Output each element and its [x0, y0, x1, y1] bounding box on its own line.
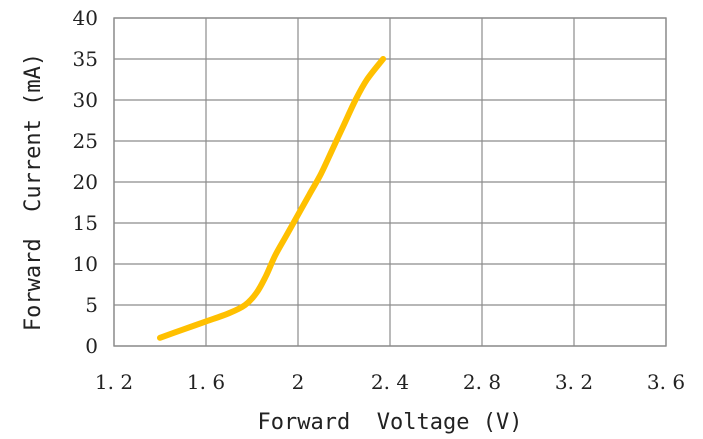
x-axis-ticks: 1. 2 1. 6 2 2. 4 2. 8 3. 2 3. 6 [95, 370, 685, 394]
x-tick-label: 3. 6 [647, 370, 685, 394]
y-tick-label: 20 [73, 170, 98, 194]
y-tick-label: 5 [85, 293, 98, 317]
y-tick-label: 10 [73, 252, 98, 276]
x-tick-label: 2. 4 [371, 370, 409, 394]
forward-current-line [157, 56, 387, 341]
y-tick-label: 40 [73, 6, 98, 30]
y-axis-ticks: 0 5 10 15 20 25 30 35 40 [73, 6, 98, 358]
plot-border [113, 17, 667, 347]
x-axis-title: Forward Voltage (V) [258, 410, 523, 435]
x-tick-label: 2 [292, 370, 305, 394]
series-layer [157, 56, 387, 341]
y-tick-label: 0 [85, 334, 98, 358]
x-tick-label: 1. 6 [187, 370, 225, 394]
y-tick-label: 35 [73, 47, 98, 71]
y-tick-label: 25 [73, 129, 98, 153]
x-tick-label: 1. 2 [95, 370, 133, 394]
y-tick-label: 30 [73, 88, 98, 112]
y-tick-label: 15 [73, 211, 98, 235]
x-tick-label: 3. 2 [555, 370, 593, 394]
x-tick-label: 2. 8 [463, 370, 501, 394]
y-axis-title: Forward Current (mA) [21, 53, 46, 331]
